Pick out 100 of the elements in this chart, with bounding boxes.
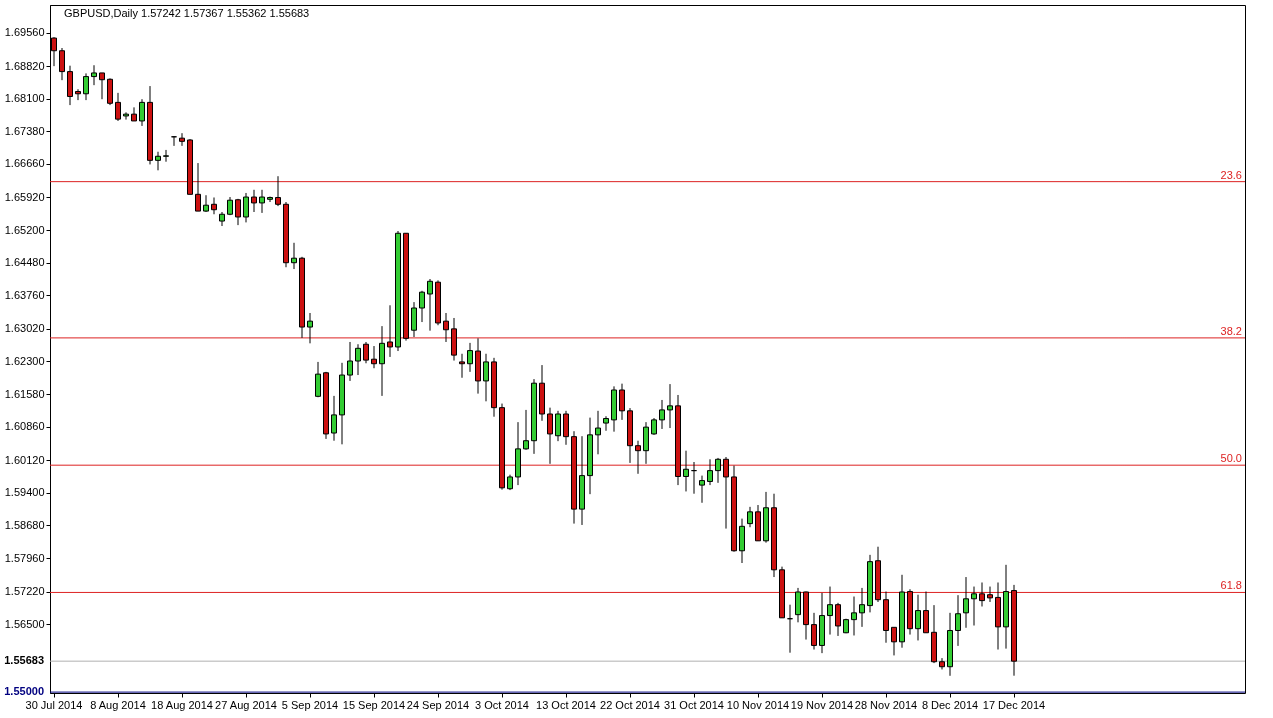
candlestick — [211, 197, 217, 215]
candlestick — [131, 106, 137, 122]
y-tick-label: 1.60860 — [4, 420, 45, 433]
candlestick — [851, 596, 857, 636]
candlestick — [251, 189, 257, 213]
candlestick — [859, 587, 865, 628]
x-tick-label: 10 Nov 2014 — [726, 698, 790, 711]
x-tick-label: 17 Dec 2014 — [982, 698, 1046, 711]
x-tick-label: 24 Sep 2014 — [406, 698, 470, 711]
x-tick-label: 22 Oct 2014 — [600, 698, 660, 711]
candlestick — [75, 88, 81, 101]
y-tick-label: 1.63760 — [4, 288, 45, 301]
x-tick-label: 28 Nov 2014 — [854, 698, 918, 711]
annotation: 23.6 — [1220, 168, 1242, 181]
y-tick-label: 1.68820 — [4, 59, 45, 72]
x-tick-label: 3 Oct 2014 — [475, 698, 529, 711]
candlestick — [419, 290, 425, 323]
y-tick-label: 1.66660 — [4, 157, 45, 170]
x-tick-label: 5 Sep 2014 — [281, 698, 339, 711]
candlestick — [179, 132, 185, 147]
candlestick — [371, 345, 377, 369]
candlestick — [635, 440, 641, 475]
candlestick — [971, 586, 977, 627]
x-tick-label: 8 Aug 2014 — [90, 698, 146, 711]
candlestick — [155, 151, 161, 171]
y-tick-label: 1.69560 — [4, 26, 45, 39]
candlestick — [427, 278, 433, 332]
candlestick — [59, 47, 65, 81]
candlestick — [547, 407, 553, 465]
candlestick — [987, 586, 993, 603]
candlestick — [139, 98, 145, 127]
x-tick-label: 31 Oct 2014 — [664, 698, 724, 711]
candlestick — [747, 506, 753, 528]
candlestick — [355, 343, 361, 376]
candlestick — [595, 410, 601, 455]
ref-line-label: 1.55000 — [4, 685, 44, 698]
ref-line-label: 1.55683 — [4, 654, 44, 667]
candlestick — [795, 587, 801, 623]
y-tick-label: 1.57960 — [4, 551, 45, 564]
y-tick-label: 1.68100 — [4, 92, 45, 105]
x-tick-label: 13 Oct 2014 — [536, 698, 596, 711]
x-tick-label: 8 Dec 2014 — [921, 698, 979, 711]
candlestick — [243, 192, 249, 223]
candlestick — [939, 657, 945, 670]
candlestick — [523, 409, 529, 451]
candlestick — [555, 410, 561, 442]
candlestick — [99, 72, 105, 100]
y-tick-label: 1.58680 — [4, 518, 45, 531]
x-tick-label: 27 Aug 2014 — [215, 698, 277, 711]
candlestick — [715, 457, 721, 484]
candlestick — [459, 353, 465, 379]
candlestick — [955, 594, 961, 647]
y-tick-label: 1.63020 — [4, 322, 45, 335]
annotation: 61.8 — [1220, 579, 1242, 592]
x-tick-label: 18 Aug 2014 — [151, 698, 213, 711]
candlestick — [347, 341, 353, 382]
candlestick — [443, 312, 449, 343]
chart-title: GBPUSD,Daily 1.57242 1.57367 1.55362 1.55683 — [64, 7, 310, 19]
candlestick — [563, 410, 569, 446]
y-tick-label: 1.60120 — [4, 453, 45, 466]
candlestick — [331, 395, 337, 442]
candlestick — [827, 586, 833, 636]
y-tick-label: 1.57220 — [4, 585, 45, 598]
candlestick — [275, 175, 281, 207]
y-tick-label: 1.64480 — [4, 256, 45, 269]
candlestick — [379, 325, 385, 397]
candlestick — [203, 194, 209, 213]
candlestick — [91, 64, 97, 86]
candlestick — [619, 383, 625, 421]
candlestick — [483, 353, 489, 402]
candlestick — [195, 162, 201, 212]
candlestick — [411, 301, 417, 338]
candlestick — [835, 602, 841, 637]
candlestick — [363, 341, 369, 364]
y-tick-label: 1.56500 — [4, 617, 45, 630]
x-tick-label: 19 Nov 2014 — [790, 698, 854, 711]
x-tick-label: 15 Sep 2014 — [342, 698, 406, 711]
candlestick — [235, 198, 241, 226]
candlestick — [659, 399, 665, 430]
candlestick — [979, 581, 985, 607]
candlestick — [83, 72, 89, 101]
candlestick — [667, 383, 673, 429]
y-tick-label: 1.65920 — [4, 191, 45, 203]
candlestick — [923, 591, 929, 634]
candlestick — [123, 111, 129, 121]
candlestick — [315, 361, 321, 398]
x-tick-label: 30 Jul 2014 — [25, 698, 83, 711]
candlestick — [891, 626, 897, 656]
candlestick — [467, 342, 473, 373]
candlestick — [963, 576, 969, 629]
candlestick — [603, 415, 609, 432]
candlestick — [811, 612, 817, 651]
candlestick — [259, 189, 265, 214]
candlestick — [307, 312, 313, 344]
y-tick-label: 1.62300 — [4, 354, 45, 367]
candlestick — [387, 304, 393, 358]
candlestick — [683, 450, 689, 492]
candlestick — [915, 594, 921, 641]
y-tick-label: 1.61580 — [4, 387, 45, 400]
annotation: 50.0 — [1220, 452, 1242, 465]
